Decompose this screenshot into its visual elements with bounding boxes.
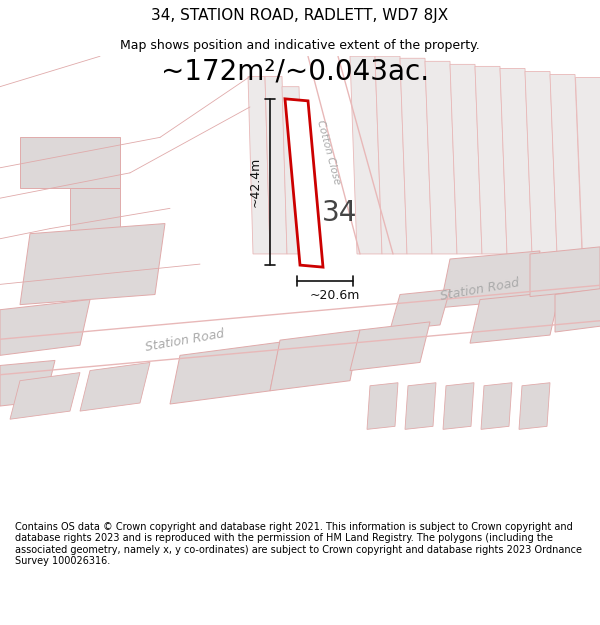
Polygon shape <box>375 56 407 254</box>
Polygon shape <box>390 289 450 330</box>
Polygon shape <box>20 138 120 188</box>
Polygon shape <box>440 251 540 308</box>
Text: 34: 34 <box>322 199 358 228</box>
Polygon shape <box>525 71 557 254</box>
Polygon shape <box>500 68 532 254</box>
Text: ~20.6m: ~20.6m <box>310 289 360 302</box>
Polygon shape <box>248 76 270 254</box>
Text: Contains OS data © Crown copyright and database right 2021. This information is : Contains OS data © Crown copyright and d… <box>15 521 582 566</box>
Polygon shape <box>519 382 550 429</box>
Polygon shape <box>0 361 55 406</box>
Polygon shape <box>0 299 90 356</box>
Polygon shape <box>555 288 600 332</box>
Polygon shape <box>350 56 382 254</box>
Polygon shape <box>80 362 150 411</box>
Polygon shape <box>450 64 482 254</box>
Text: ~42.4m: ~42.4m <box>249 157 262 207</box>
Polygon shape <box>350 322 430 371</box>
Polygon shape <box>405 382 436 429</box>
Polygon shape <box>367 382 398 429</box>
Polygon shape <box>443 382 474 429</box>
Polygon shape <box>20 224 165 304</box>
Polygon shape <box>481 382 512 429</box>
Polygon shape <box>270 330 360 391</box>
Text: Station Road: Station Road <box>145 327 226 354</box>
Polygon shape <box>265 76 287 254</box>
Text: 34, STATION ROAD, RADLETT, WD7 8JX: 34, STATION ROAD, RADLETT, WD7 8JX <box>151 8 449 23</box>
Polygon shape <box>530 247 600 296</box>
Text: Cotton Close: Cotton Close <box>314 119 341 186</box>
Text: Map shows position and indicative extent of the property.: Map shows position and indicative extent… <box>120 39 480 51</box>
Polygon shape <box>282 87 304 254</box>
Polygon shape <box>10 372 80 419</box>
Polygon shape <box>400 58 432 254</box>
Polygon shape <box>470 291 560 343</box>
Polygon shape <box>285 99 323 267</box>
Polygon shape <box>70 188 120 249</box>
Polygon shape <box>425 61 457 254</box>
Text: ~172m²/~0.043ac.: ~172m²/~0.043ac. <box>161 58 429 86</box>
Polygon shape <box>170 342 280 404</box>
Polygon shape <box>575 76 600 254</box>
Polygon shape <box>550 74 582 254</box>
Polygon shape <box>475 66 507 254</box>
Text: Station Road: Station Road <box>439 276 521 302</box>
